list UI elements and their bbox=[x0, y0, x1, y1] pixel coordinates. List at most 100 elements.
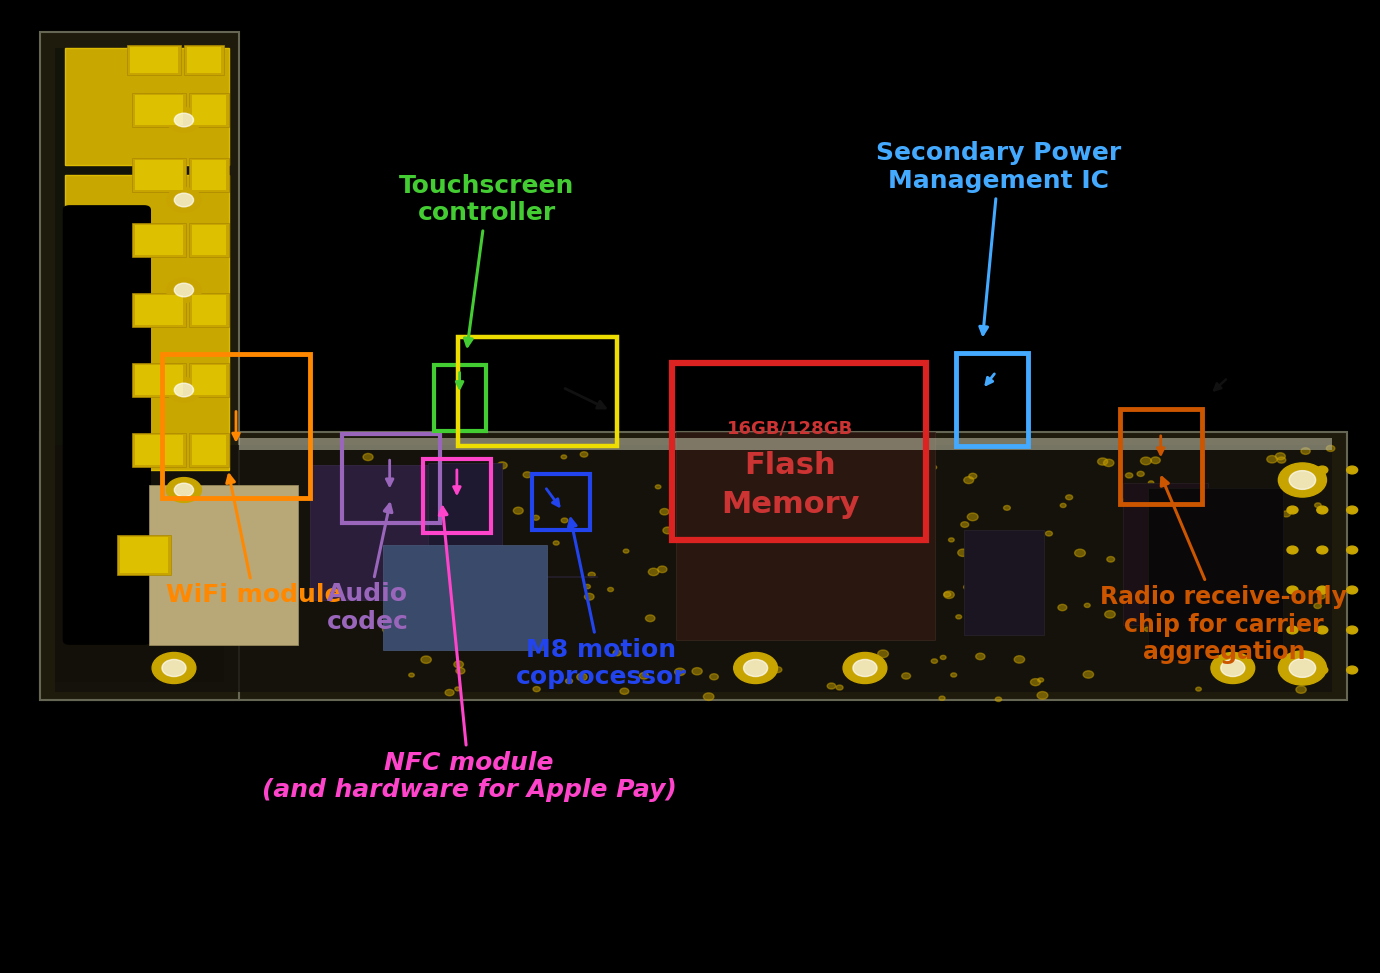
Bar bbox=[55, 445, 1332, 692]
Circle shape bbox=[1122, 499, 1127, 503]
Circle shape bbox=[378, 548, 388, 555]
Circle shape bbox=[421, 656, 432, 664]
Circle shape bbox=[1288, 506, 1299, 514]
Circle shape bbox=[709, 673, 719, 680]
Bar bbox=[135, 160, 184, 190]
Circle shape bbox=[1027, 538, 1036, 545]
Circle shape bbox=[1288, 466, 1299, 474]
Circle shape bbox=[1014, 656, 1025, 664]
Circle shape bbox=[520, 621, 529, 627]
Bar bbox=[132, 158, 186, 192]
Circle shape bbox=[1278, 651, 1326, 685]
Circle shape bbox=[1317, 586, 1328, 594]
Circle shape bbox=[1317, 626, 1328, 633]
Circle shape bbox=[1317, 546, 1328, 554]
Circle shape bbox=[1347, 546, 1358, 554]
Circle shape bbox=[1137, 471, 1144, 477]
Circle shape bbox=[1234, 669, 1242, 675]
Bar bbox=[422, 459, 491, 533]
Circle shape bbox=[878, 650, 889, 658]
Circle shape bbox=[1296, 686, 1307, 694]
Circle shape bbox=[691, 667, 702, 675]
Circle shape bbox=[566, 678, 573, 684]
Circle shape bbox=[656, 485, 661, 488]
Circle shape bbox=[683, 513, 693, 521]
Bar bbox=[127, 45, 181, 75]
Circle shape bbox=[1003, 506, 1010, 510]
Circle shape bbox=[868, 619, 878, 626]
Circle shape bbox=[1301, 448, 1310, 454]
Circle shape bbox=[1278, 463, 1326, 497]
Circle shape bbox=[843, 653, 887, 683]
Circle shape bbox=[1104, 611, 1115, 618]
Circle shape bbox=[1126, 473, 1133, 478]
Circle shape bbox=[523, 472, 531, 478]
Bar bbox=[428, 463, 502, 590]
Circle shape bbox=[374, 468, 381, 473]
Circle shape bbox=[918, 459, 926, 466]
Circle shape bbox=[1075, 549, 1085, 557]
Circle shape bbox=[1289, 469, 1296, 474]
Circle shape bbox=[827, 683, 836, 689]
Bar bbox=[192, 160, 226, 190]
Circle shape bbox=[1347, 626, 1358, 633]
Circle shape bbox=[1214, 500, 1224, 507]
Circle shape bbox=[446, 690, 454, 696]
Circle shape bbox=[1347, 466, 1358, 474]
Circle shape bbox=[1060, 503, 1067, 508]
Bar bbox=[342, 434, 440, 523]
Bar bbox=[458, 337, 617, 446]
Text: NFC module
(and hardware for Apple Pay): NFC module (and hardware for Apple Pay) bbox=[262, 507, 676, 803]
Text: Flash: Flash bbox=[744, 450, 836, 480]
Bar bbox=[1148, 488, 1282, 660]
Circle shape bbox=[995, 697, 1002, 702]
Circle shape bbox=[966, 563, 972, 567]
Bar bbox=[130, 47, 178, 73]
Circle shape bbox=[723, 535, 730, 541]
Circle shape bbox=[1097, 458, 1108, 465]
Circle shape bbox=[1210, 653, 1254, 683]
Circle shape bbox=[174, 484, 193, 497]
Bar bbox=[65, 175, 229, 470]
Circle shape bbox=[836, 685, 843, 690]
Bar bbox=[676, 432, 934, 640]
Bar bbox=[956, 353, 1028, 446]
Circle shape bbox=[708, 625, 719, 631]
Circle shape bbox=[436, 573, 444, 579]
Circle shape bbox=[1065, 495, 1072, 500]
Circle shape bbox=[1288, 626, 1299, 633]
Circle shape bbox=[938, 696, 945, 701]
Circle shape bbox=[822, 449, 829, 453]
Bar bbox=[189, 433, 229, 467]
Circle shape bbox=[1317, 506, 1328, 514]
Circle shape bbox=[880, 523, 890, 528]
Bar bbox=[189, 223, 229, 257]
Circle shape bbox=[455, 687, 461, 691]
Circle shape bbox=[1317, 667, 1328, 674]
Circle shape bbox=[167, 108, 201, 132]
Circle shape bbox=[689, 551, 696, 555]
Bar bbox=[117, 535, 171, 575]
Circle shape bbox=[1288, 586, 1299, 594]
Bar bbox=[189, 293, 229, 327]
Circle shape bbox=[487, 548, 495, 553]
Circle shape bbox=[1315, 503, 1321, 508]
Bar bbox=[40, 432, 1347, 700]
Circle shape bbox=[709, 539, 718, 545]
Circle shape bbox=[455, 611, 466, 619]
Circle shape bbox=[744, 660, 767, 676]
Bar bbox=[65, 48, 229, 165]
Bar bbox=[192, 225, 226, 255]
Circle shape bbox=[893, 503, 901, 509]
Circle shape bbox=[948, 538, 954, 542]
Circle shape bbox=[976, 653, 985, 660]
Circle shape bbox=[613, 650, 621, 656]
Bar bbox=[40, 32, 239, 700]
Circle shape bbox=[1347, 586, 1358, 594]
Circle shape bbox=[1317, 466, 1328, 474]
Circle shape bbox=[1236, 637, 1243, 642]
Circle shape bbox=[1195, 687, 1202, 691]
Bar bbox=[1123, 483, 1208, 625]
Circle shape bbox=[1347, 506, 1358, 514]
Circle shape bbox=[889, 460, 897, 467]
